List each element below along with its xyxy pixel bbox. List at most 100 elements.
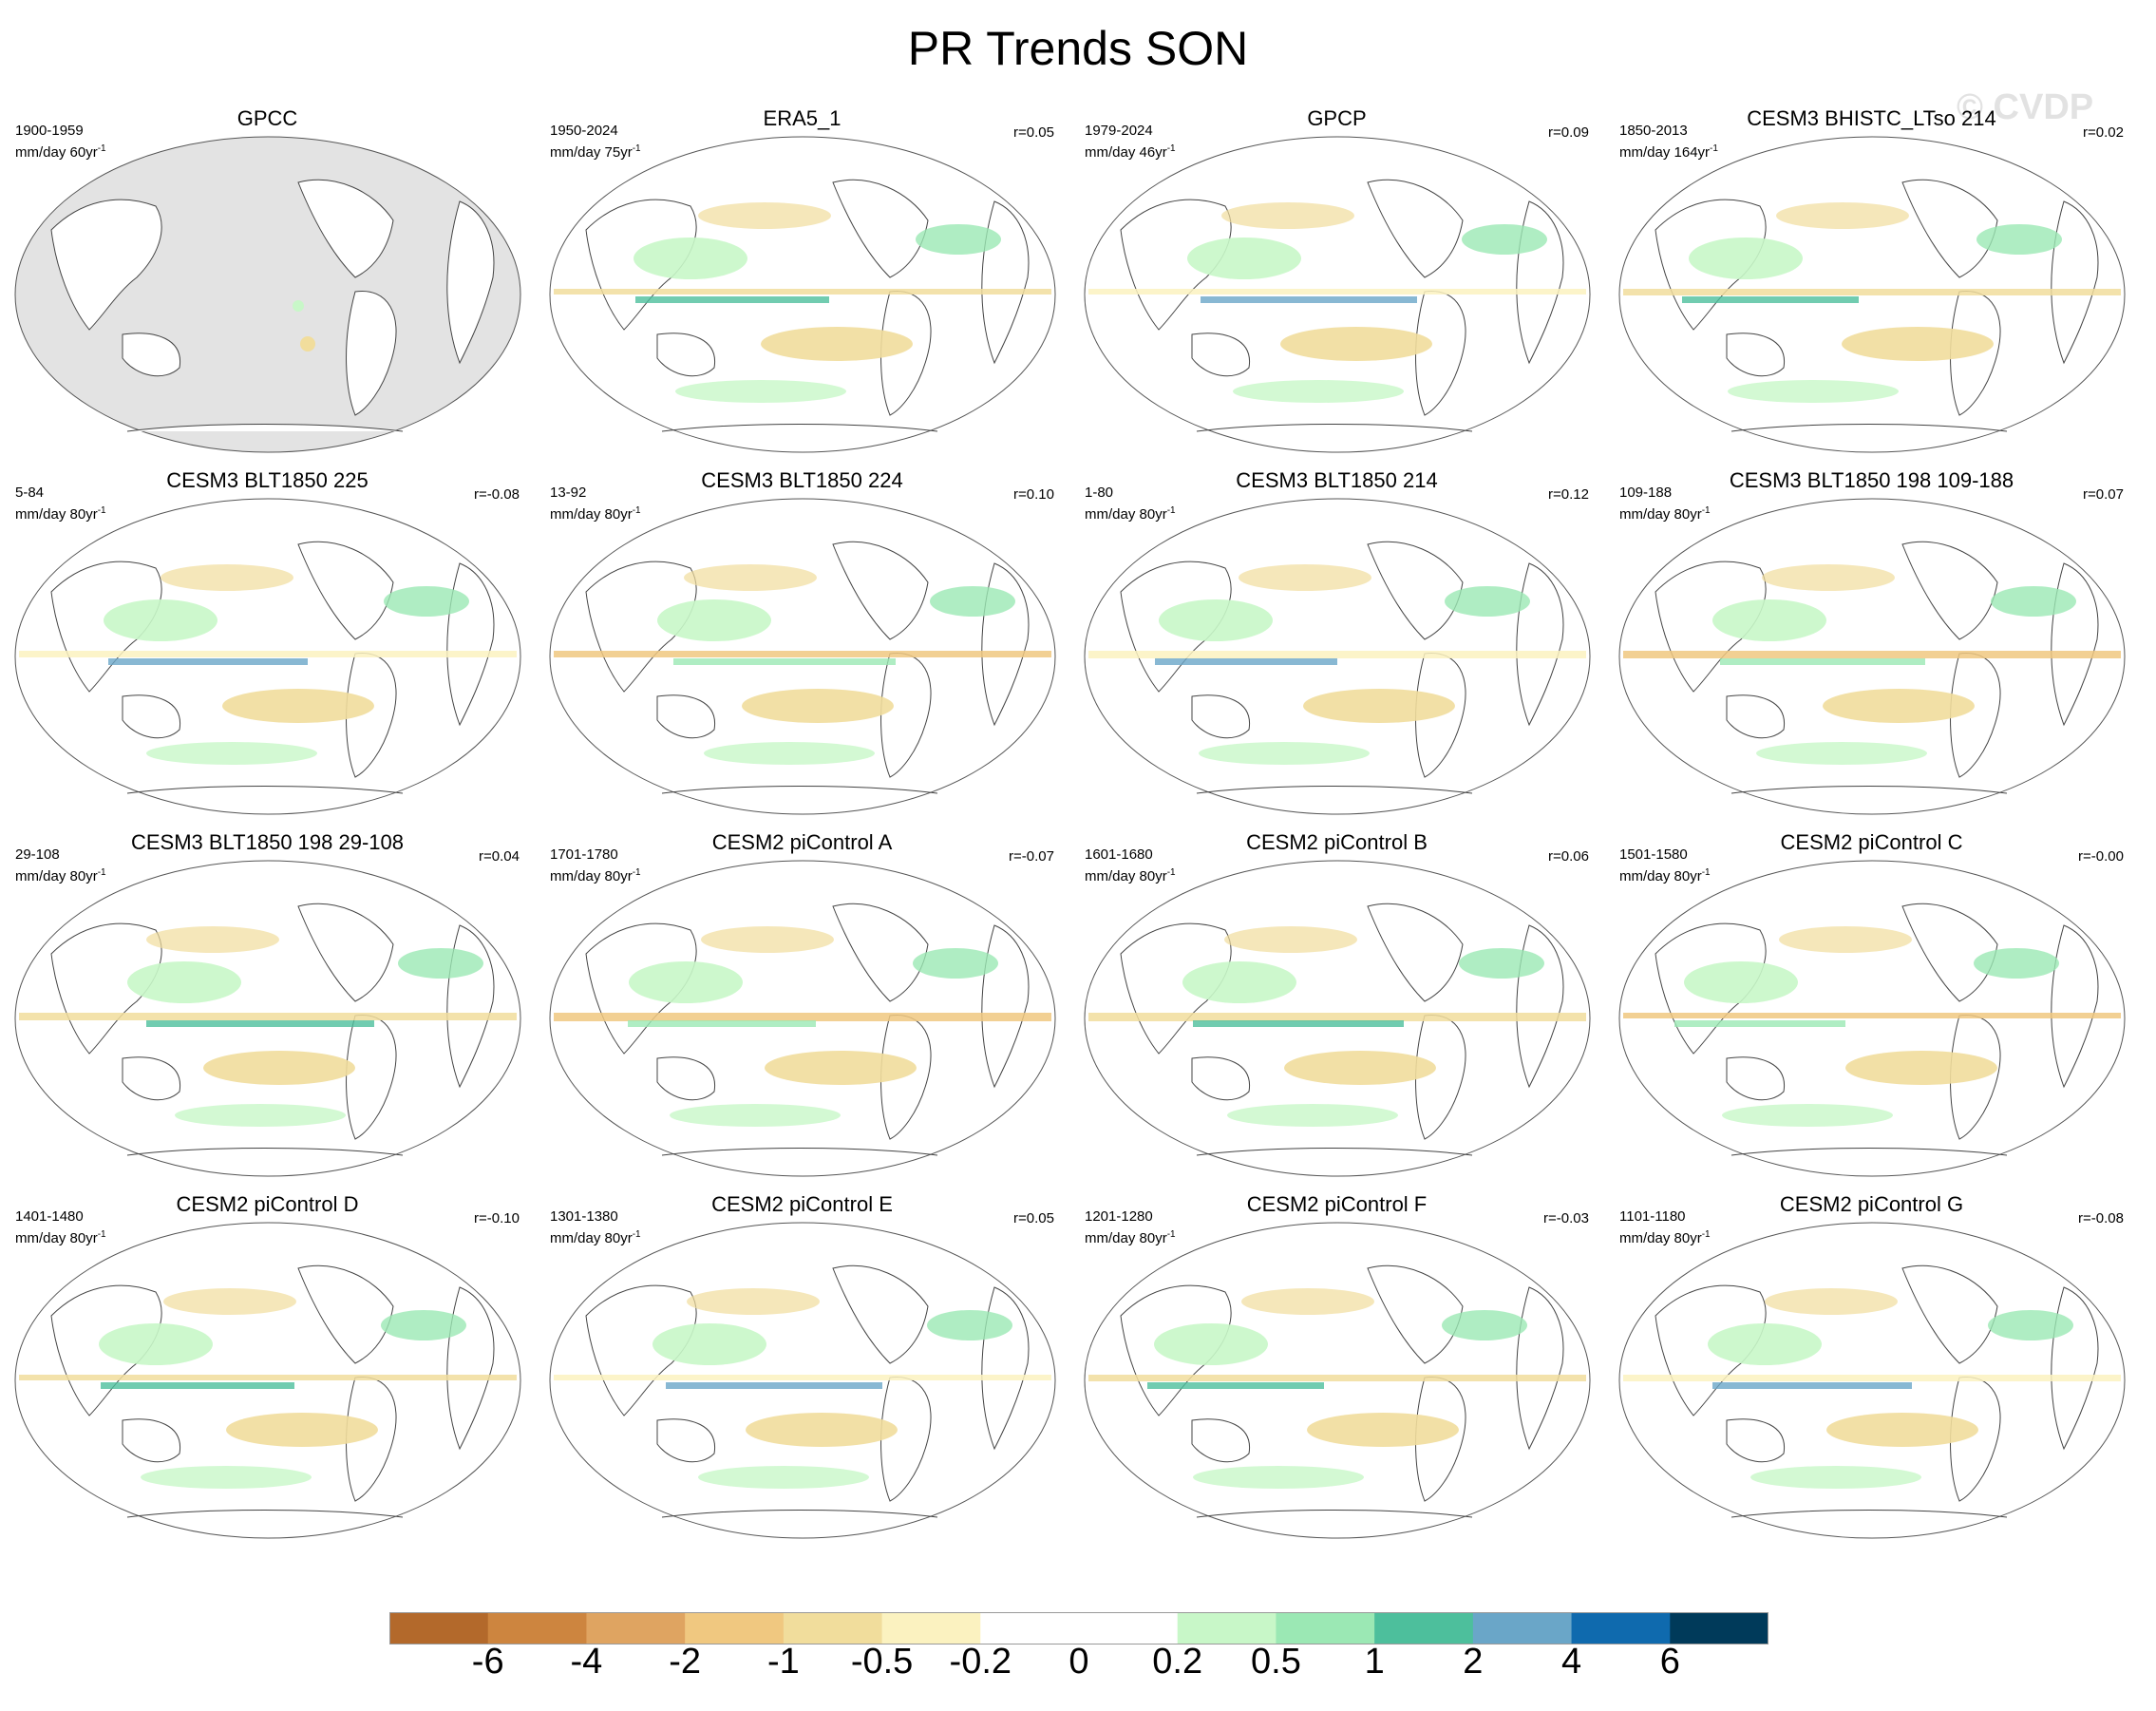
figure-title: PR Trends SON [907, 22, 1249, 75]
trend-field [1623, 926, 2121, 1127]
colorbar-swatch [980, 1612, 1080, 1644]
panel-correlation: r=0.05 [1013, 124, 1054, 141]
panel-title: CESM2 piControl G [1779, 1192, 1964, 1216]
map-panel: CESM2 piControl E 1301-1380 mm/day 80yr-1 r… [535, 1192, 1069, 1553]
panel-units-text: mm/day 80yr [15, 506, 98, 523]
panel-units: mm/day 80yr-1 [1619, 1229, 1711, 1246]
panel-period: 29-108 mm/day 80yr-1 [15, 846, 106, 885]
colorbar-tick-label: 4 [1560, 1642, 1582, 1682]
continent-outlines [1120, 903, 1564, 1156]
panel-period-years: 1-80 [1085, 485, 1114, 501]
continent-outlines [1655, 541, 2099, 794]
map-globe [14, 136, 521, 453]
panel-units-text: mm/day 60yr [15, 144, 98, 161]
panel-correlation: r=-0.10 [474, 1210, 520, 1226]
colorbar-tick-label: -6 [471, 1642, 504, 1682]
panel-title: CESM3 BLT1850 224 [701, 468, 903, 492]
panel-title: CESM2 piControl A [711, 830, 893, 854]
trend-field [19, 564, 517, 765]
trend-field [1623, 564, 2121, 765]
panel-period-years: 1850-2013 [1619, 123, 1688, 139]
panel-period-years: 1501-1580 [1619, 846, 1688, 863]
panel-title: CESM2 piControl C [1780, 830, 1963, 854]
map-globe [1618, 860, 2126, 1177]
map-globe [549, 860, 1056, 1177]
panel-period-years: 1701-1780 [550, 846, 618, 863]
colorbar-outline [389, 1612, 1768, 1644]
panel-title: ERA5_1 [763, 106, 842, 130]
map-panel: CESM3 BLT1850 224 13-92 mm/day 80yr-1 r=0.1… [535, 468, 1069, 829]
colorbar-tick-label: -0.5 [850, 1642, 914, 1682]
colorbar-tick-label: 2 [1463, 1642, 1484, 1682]
panel-period: 1979-2024 mm/day 46yr-1 [1085, 122, 1176, 162]
trend-field [19, 926, 517, 1127]
map-panel: CESM2 piControl D 1401-1480 mm/day 80yr-1 r… [0, 1192, 535, 1553]
colorbar-swatch [1177, 1612, 1277, 1644]
colorbar-labels: -6 -4 -2 -1 -0.5 -0.2 0 0.2 0.5 1 2 4 6 [0, 1642, 2156, 1699]
colorbar-tick-label: 0.5 [1251, 1642, 1301, 1682]
map-globe [14, 860, 521, 1177]
panel-units-text: mm/day 80yr [550, 1230, 633, 1246]
panel-period: 1850-2013 mm/day 164yr-1 [1619, 122, 1718, 162]
panel-correlation: r=0.10 [1013, 486, 1054, 503]
map-panel: CESM3 BLT1850 198 109-188 109-188 mm/day 8… [1604, 468, 2139, 829]
map-globe [549, 498, 1056, 815]
colorbar-swatch [685, 1612, 785, 1644]
panel-period: 1201-1280 mm/day 80yr-1 [1085, 1207, 1176, 1247]
map-panel: CESM3 BLT1850 214 1-80 mm/day 80yr-1 r=0.12 [1069, 468, 1604, 829]
map-globe [549, 136, 1056, 453]
panel-units: mm/day 80yr-1 [1085, 867, 1176, 884]
continent-outlines [50, 903, 495, 1156]
panel-title: CESM2 piControl F [1246, 1192, 1428, 1216]
panel-units: mm/day 46yr-1 [1085, 143, 1176, 161]
map-panel: CESM3 BLT1850 225 5-84 mm/day 80yr-1 r=-0.0… [0, 468, 535, 829]
panel-period: 1-80 mm/day 80yr-1 [1085, 484, 1176, 523]
panel-period: 1301-1380 mm/day 80yr-1 [550, 1207, 641, 1247]
panel-units-text: mm/day 80yr [1619, 868, 1702, 884]
trend-field [554, 564, 1051, 765]
map-globe [549, 1222, 1056, 1539]
panel-units: mm/day 60yr-1 [15, 143, 106, 161]
map-panel: ERA5_1 1950-2024 mm/day 75yr-1 r=0.05 [535, 106, 1069, 467]
colorbar-swatch [783, 1612, 883, 1644]
cvdp-watermark: © CVDP [1957, 87, 2094, 127]
panel-title: CESM2 piControl D [176, 1192, 359, 1216]
colorbar-swatch [1670, 1612, 1768, 1644]
panel-title: CESM3 BHISTC_LTso 214 [1747, 106, 1996, 130]
panel-units-text: mm/day 80yr [1085, 1230, 1167, 1246]
panel-period-years: 13-92 [550, 485, 587, 501]
panel-correlation: r=0.12 [1548, 486, 1589, 503]
panel-period-years: 1101-1180 [1619, 1208, 1686, 1225]
colorbar-tick-label: 6 [1659, 1642, 1680, 1682]
panel-period-years: 1401-1480 [15, 1208, 84, 1225]
panel-units-text: mm/day 80yr [1619, 506, 1702, 523]
map-panel: CESM3 BHISTC_LTso 214 1850-2013 mm/day 164… [1604, 106, 2139, 467]
map-panel: CESM2 piControl F 1201-1280 mm/day 80yr-1 r… [1069, 1192, 1604, 1553]
trend-field [1088, 1288, 1586, 1489]
panel-correlation: r=0.05 [1013, 1210, 1054, 1226]
panel-title: CESM3 BLT1850 198 109-188 [1729, 468, 2014, 492]
panel-correlation: r=-0.08 [474, 486, 520, 503]
panel-correlation: r=-0.08 [2078, 1210, 2124, 1226]
colorbar-swatch [881, 1612, 981, 1644]
map-panel: CESM3 BLT1850 198 29-108 29-108 mm/day 80y… [0, 830, 535, 1191]
colorbar-tick-label: 0 [1069, 1642, 1089, 1682]
panel-period-years: 1950-2024 [550, 123, 618, 139]
panel-correlation: r=0.04 [479, 848, 520, 865]
trend-field [554, 202, 1051, 403]
trend-field [1088, 202, 1586, 403]
panel-correlation: r=-0.07 [1009, 848, 1054, 865]
panel-correlation: r=0.07 [2083, 486, 2124, 503]
panel-title: CESM2 piControl E [711, 1192, 893, 1216]
colorbar-swatch [586, 1612, 686, 1644]
panel-units: mm/day 80yr-1 [15, 1229, 106, 1246]
panel-period: 13-92 mm/day 80yr-1 [550, 484, 641, 523]
panel-units: mm/day 75yr-1 [550, 143, 641, 161]
panel-units: mm/day 80yr-1 [550, 505, 641, 523]
panel-units-text: mm/day 80yr [1085, 506, 1167, 523]
map-globe [14, 498, 521, 815]
colorbar-swatch [1374, 1612, 1474, 1644]
panel-units-text: mm/day 80yr [550, 506, 633, 523]
panel-period-years: 1900-1959 [15, 123, 84, 139]
panel-correlation: r=-0.03 [1543, 1210, 1589, 1226]
